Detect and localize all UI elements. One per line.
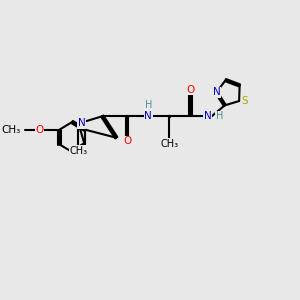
Text: H: H — [145, 100, 152, 110]
Text: H: H — [216, 111, 223, 121]
Text: N: N — [204, 111, 212, 121]
Text: N: N — [144, 111, 152, 121]
Text: N: N — [212, 87, 220, 98]
Text: O: O — [186, 85, 195, 95]
Text: CH₃: CH₃ — [69, 146, 88, 156]
Text: N: N — [78, 118, 85, 128]
Text: O: O — [36, 124, 44, 134]
Text: CH₃: CH₃ — [160, 139, 178, 148]
Text: S: S — [242, 96, 248, 106]
Text: O: O — [123, 136, 131, 146]
Text: CH₃: CH₃ — [2, 124, 21, 134]
